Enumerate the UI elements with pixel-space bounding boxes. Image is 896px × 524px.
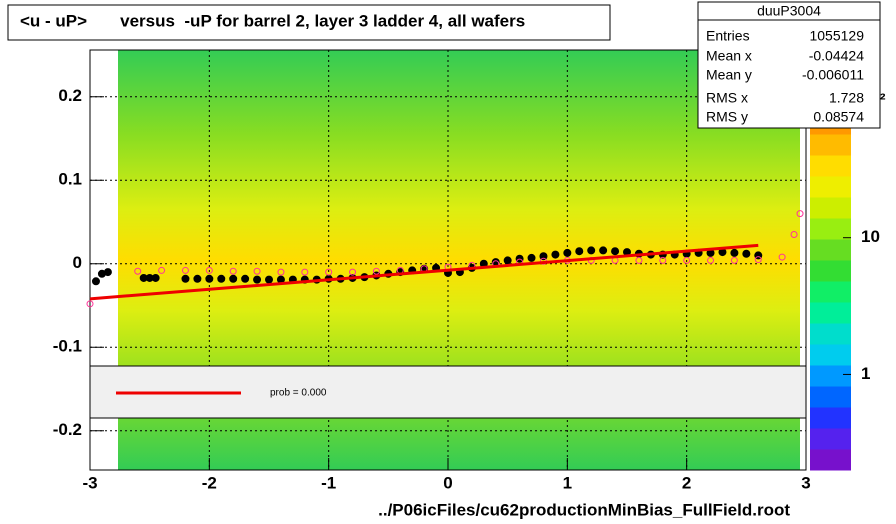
legend-text: prob = 0.000 [270, 388, 327, 399]
stats-value: 0.08574 [813, 109, 864, 125]
profile-point [503, 256, 512, 265]
open-point [277, 268, 285, 276]
open-point [707, 256, 715, 264]
profile-point [742, 249, 751, 258]
stats-label: RMS x [706, 90, 748, 106]
stats-label: Mean y [706, 67, 752, 83]
open-point [349, 268, 357, 276]
color-scale-cell [810, 386, 851, 408]
x-tick-label: -3 [82, 473, 97, 492]
z-tick-label: 10 [861, 227, 880, 246]
color-scale-cell [810, 428, 851, 450]
profile-point [527, 253, 536, 262]
profile-point [253, 275, 262, 284]
x-axis-title: ../P06icFiles/cu62productionMinBias_Full… [378, 500, 790, 519]
profile-point [599, 246, 608, 255]
title-box [7, 4, 611, 41]
color-scale-cell [810, 134, 851, 156]
color-scale-cell [810, 449, 851, 471]
x-tick-label: -2 [202, 473, 217, 492]
open-point [796, 210, 804, 218]
open-point [134, 267, 142, 275]
color-scale-cell [810, 197, 851, 219]
open-point [301, 268, 309, 276]
x-tick-label: 0 [443, 473, 452, 492]
color-scale-cell [810, 260, 851, 282]
open-point [205, 266, 213, 274]
profile-point [229, 274, 238, 283]
fit-line [89, 243, 759, 301]
profile-point [575, 247, 584, 256]
open-point [659, 256, 667, 264]
y-tick-label: -0.2 [53, 420, 82, 439]
profile-point [217, 274, 226, 283]
color-scale-cell [810, 218, 851, 240]
z-tick-label: 1 [861, 364, 870, 383]
stats-label: RMS y [706, 109, 748, 125]
profile-point [730, 248, 739, 257]
profile-point [241, 274, 250, 283]
profile-point [587, 246, 596, 255]
profile-point [551, 250, 560, 259]
color-scale-cell [810, 281, 851, 303]
profile-point [265, 275, 273, 284]
x-tick-label: 1 [563, 473, 572, 492]
stats-title: duuP3004 [757, 3, 821, 19]
open-point [372, 267, 380, 275]
profile-point [205, 274, 214, 283]
open-point [253, 267, 261, 275]
color-scale-cell [810, 302, 851, 324]
color-scale-cell [810, 323, 851, 345]
y-tick-label: 0.1 [58, 170, 82, 189]
chart-title: <u - uP> versus -uP for barrel 2, layer … [20, 11, 525, 30]
open-point [730, 256, 738, 264]
color-scale-cell [810, 407, 851, 429]
color-scale-cell [810, 155, 851, 177]
y-tick-label: -0.1 [53, 337, 82, 356]
profile-point [181, 274, 190, 283]
profile-point [151, 273, 160, 282]
stats-value: 1.728 [829, 90, 864, 106]
profile-point [193, 274, 202, 283]
color-scale-cell [810, 239, 851, 261]
profile-point [563, 248, 572, 257]
y-tick-label: 0.2 [58, 86, 82, 105]
open-point [635, 256, 643, 264]
stats-box [697, 1, 881, 129]
y-tick-label: 0 [73, 253, 82, 272]
x-tick-label: 3 [801, 473, 810, 492]
open-point [325, 268, 333, 276]
open-point [778, 253, 786, 261]
stats-value: -0.04424 [809, 48, 864, 64]
open-point [790, 231, 798, 239]
x-tick-label: 2 [682, 473, 691, 492]
stats-label: Mean x [706, 48, 752, 64]
open-point [158, 266, 166, 274]
profile-point [539, 252, 548, 261]
stats-value: 1055129 [809, 28, 864, 44]
open-point [754, 256, 762, 264]
profile-point [611, 247, 620, 256]
open-point [683, 256, 691, 264]
profile-point [91, 277, 100, 286]
x-tick-label: -1 [321, 473, 336, 492]
profile-point [103, 268, 112, 277]
color-scale-cell [810, 344, 851, 366]
open-point [229, 267, 237, 275]
open-point [181, 266, 189, 274]
color-scale-cell [810, 176, 851, 198]
color-scale-cell [810, 365, 851, 387]
open-point [86, 300, 94, 308]
stats-value: -0.006011 [802, 67, 864, 83]
stats-label: Entries [706, 28, 750, 44]
